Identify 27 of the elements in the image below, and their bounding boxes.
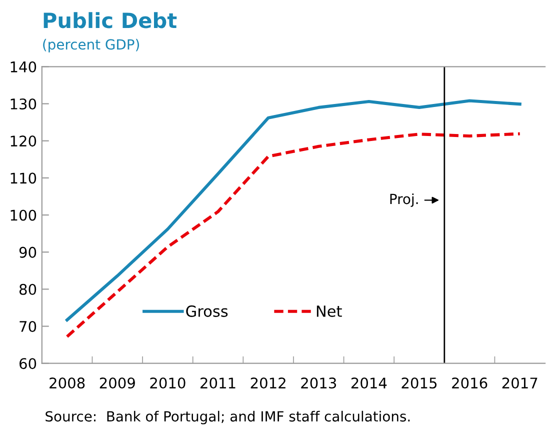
legend-label: Gross — [186, 305, 228, 317]
x-tick-label: 2016 — [452, 377, 488, 389]
y-tick-label: 80 — [19, 284, 36, 295]
x-tick-label: 2009 — [100, 377, 135, 389]
x-tick-label: 2013 — [301, 377, 336, 389]
y-tick-label: 140 — [10, 61, 36, 72]
ref-line-label: Proj. — [390, 193, 418, 207]
x-tick-label: 2010 — [150, 377, 186, 389]
x-tick-label: 2015 — [402, 377, 437, 389]
x-tick-label: 2014 — [351, 377, 387, 389]
y-tick-label: 100 — [10, 210, 36, 221]
y-tick-label: 70 — [20, 320, 36, 332]
x-tick-label: 2017 — [502, 377, 538, 389]
chart-subtitle: (percent GDP) — [43, 38, 140, 52]
y-tick-label: 120 — [10, 136, 36, 147]
line-series — [66, 132, 522, 338]
x-tick-label: 2012 — [250, 377, 286, 389]
y-tick-label: 90 — [19, 246, 36, 258]
line-series — [66, 99, 522, 322]
legend-label: Net — [316, 306, 342, 317]
y-tick-label: 130 — [10, 98, 36, 110]
y-tick-label: 60 — [20, 358, 36, 370]
x-tick-label: 2011 — [200, 377, 236, 389]
source-note: Source: Bank of Portugal; and IMF staff calculations. — [46, 410, 410, 424]
chart-title: Public Debt — [44, 12, 177, 28]
x-tick-label: 2008 — [50, 377, 85, 389]
y-tick-label: 110 — [10, 172, 36, 184]
